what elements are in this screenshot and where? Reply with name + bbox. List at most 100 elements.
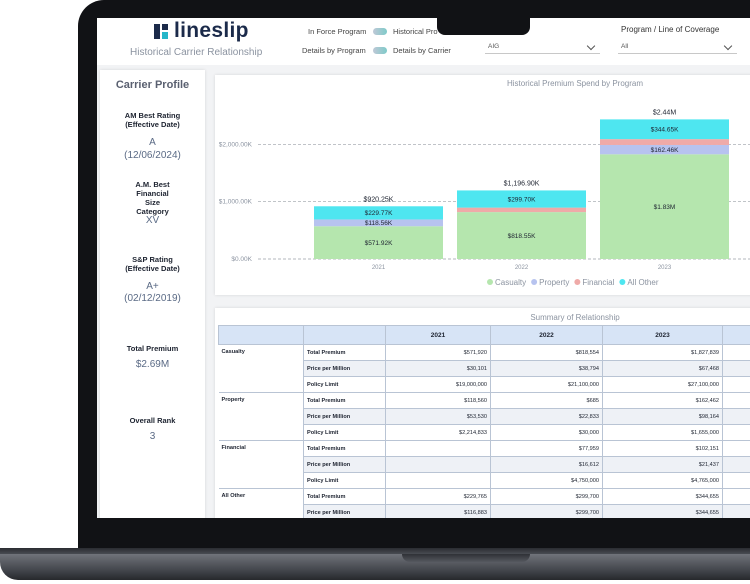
bar-segment: [457, 190, 586, 208]
table-row: Property Total Premium $118,560 $685 $162,46…: [218, 392, 750, 441]
group-label: Financial: [218, 440, 304, 489]
table-row: Price per Million $53,530 $22,833 $98,164: [219, 408, 750, 425]
table-cell: $4,765,000: [602, 472, 723, 489]
toggle[interactable]: [373, 47, 387, 54]
row-label: Price per Million: [303, 408, 386, 425]
table-cell: [722, 504, 750, 518]
bar-segment: [314, 206, 443, 220]
table-cell: $53,530: [385, 408, 491, 425]
table-cell: $299,700: [490, 504, 603, 518]
table-cell: [722, 408, 750, 425]
bar-segment: [600, 119, 729, 140]
logo-icon: [154, 24, 168, 39]
legend-swatch: [574, 279, 581, 285]
data-label: $1.83M: [654, 204, 676, 211]
header-row: 2021 2022 2023: [218, 325, 750, 345]
chart-title: Historical Premium Spend by Program: [507, 79, 643, 88]
table-cell: $77,959: [490, 440, 603, 457]
table-cell: $98,164: [602, 408, 723, 425]
data-label: $229.77K: [365, 210, 393, 217]
row-label: Price per Million: [303, 360, 386, 377]
table-cell: $118,560: [385, 392, 491, 409]
profile-label: Total Premium: [126, 344, 179, 353]
laptop-base-notch: [402, 554, 530, 562]
table-row: All Other Total Premium $229,765 $299,700 $3…: [218, 488, 750, 518]
coverage-label: Program / Line of Coverage: [621, 25, 720, 34]
table-cell: $21,437: [602, 456, 723, 473]
row-label: Policy Limit: [303, 376, 386, 393]
row-label: Total Premium: [303, 392, 386, 409]
table-cell: [722, 488, 750, 505]
profile-label: A.M. Best Financial Size Category: [135, 180, 170, 216]
bar-segment: [600, 139, 729, 145]
bar-segment: [314, 226, 443, 259]
laptop-base: [0, 554, 750, 580]
table-row: Financial Total Premium $77,959 $102,151: [218, 440, 750, 489]
row-label: Total Premium: [303, 488, 386, 505]
summary-table-wrap: 2021 2022 2023 Casualty Total Premium $571,92…: [218, 325, 750, 518]
logo: lineslip: [174, 19, 249, 42]
bar-segment: [457, 207, 586, 213]
bar-segment: [457, 212, 586, 259]
table-cell: $162,462: [602, 392, 723, 409]
dashboard: lineslip Historical Carrier Relationship…: [97, 18, 750, 518]
bar-segment: [600, 144, 729, 155]
total-label: $1,196.90K: [504, 180, 540, 187]
y-tick-label: $1,000.00K: [219, 199, 253, 206]
table-cell: [722, 472, 750, 489]
row-label: Price per Million: [303, 504, 386, 518]
table-cell: [385, 440, 491, 457]
toggle-label: In Force Program: [308, 27, 367, 36]
table-cell: $344,655: [602, 504, 723, 518]
column-header: 2022: [490, 325, 603, 345]
table-cell: [722, 360, 750, 377]
profile-value: 3: [149, 431, 156, 442]
table-cell: $299,700: [490, 488, 603, 505]
table-title: Summary of Relationship: [530, 313, 620, 322]
toggle[interactable]: [373, 28, 387, 35]
table-cell: $16,612: [490, 456, 603, 473]
screen: lineslip Historical Carrier Relationship…: [97, 18, 750, 518]
legend-swatch: [619, 279, 626, 285]
toggle-label: Details by Program: [302, 46, 366, 55]
legend-label: All Other: [627, 278, 658, 287]
profile-label: AM Best Rating (Effective Date): [124, 111, 181, 129]
y-tick-label: $0.00K: [231, 256, 252, 263]
column-header: 2023: [602, 325, 723, 345]
legend-swatch: [531, 279, 538, 285]
legend-label: Property: [539, 278, 569, 287]
summary-table: 2021 2022 2023 Casualty Total Premium $571,92…: [218, 325, 750, 518]
table-row: Price per Million $30,101 $38,794 $67,468: [219, 360, 750, 377]
row-label: Price per Million: [303, 456, 386, 473]
table-cell: [385, 472, 491, 489]
x-tick-label: 2022: [515, 265, 529, 271]
carrier-dropdown[interactable]: AIG: [485, 40, 600, 54]
bar-segment: [600, 154, 729, 259]
legend-swatch: [487, 279, 493, 285]
table-cell: $571,920: [385, 344, 491, 361]
table-cell: $30,000: [490, 424, 603, 441]
profile-value: A+: [146, 281, 159, 292]
data-label: $118.56K: [365, 220, 393, 227]
table-cell: [722, 424, 750, 441]
toggle-label: Details by Carrier: [393, 46, 451, 55]
row-label: Total Premium: [303, 440, 386, 457]
bar-segment: [314, 219, 443, 227]
header-cell: [722, 325, 750, 345]
table-cell: $22,833: [490, 408, 603, 425]
profile-value: A: [149, 137, 156, 148]
table-cell: $67,468: [602, 360, 723, 377]
profile-value: XV: [145, 215, 160, 226]
table-cell: [722, 440, 750, 457]
table-cell: [722, 456, 750, 473]
coverage-dropdown[interactable]: All: [618, 40, 737, 54]
table-cell: $116,883: [385, 504, 491, 518]
table-row: Casualty Total Premium $571,920 $818,554 $1,…: [218, 344, 750, 393]
table-cell: $38,794: [490, 360, 603, 377]
total-label: $2.44M: [653, 109, 677, 116]
table-cell: [722, 376, 750, 393]
row-label: Policy Limit: [303, 472, 386, 489]
sidebar-title: Carrier Profile: [115, 79, 190, 91]
x-tick-label: 2023: [658, 265, 672, 271]
